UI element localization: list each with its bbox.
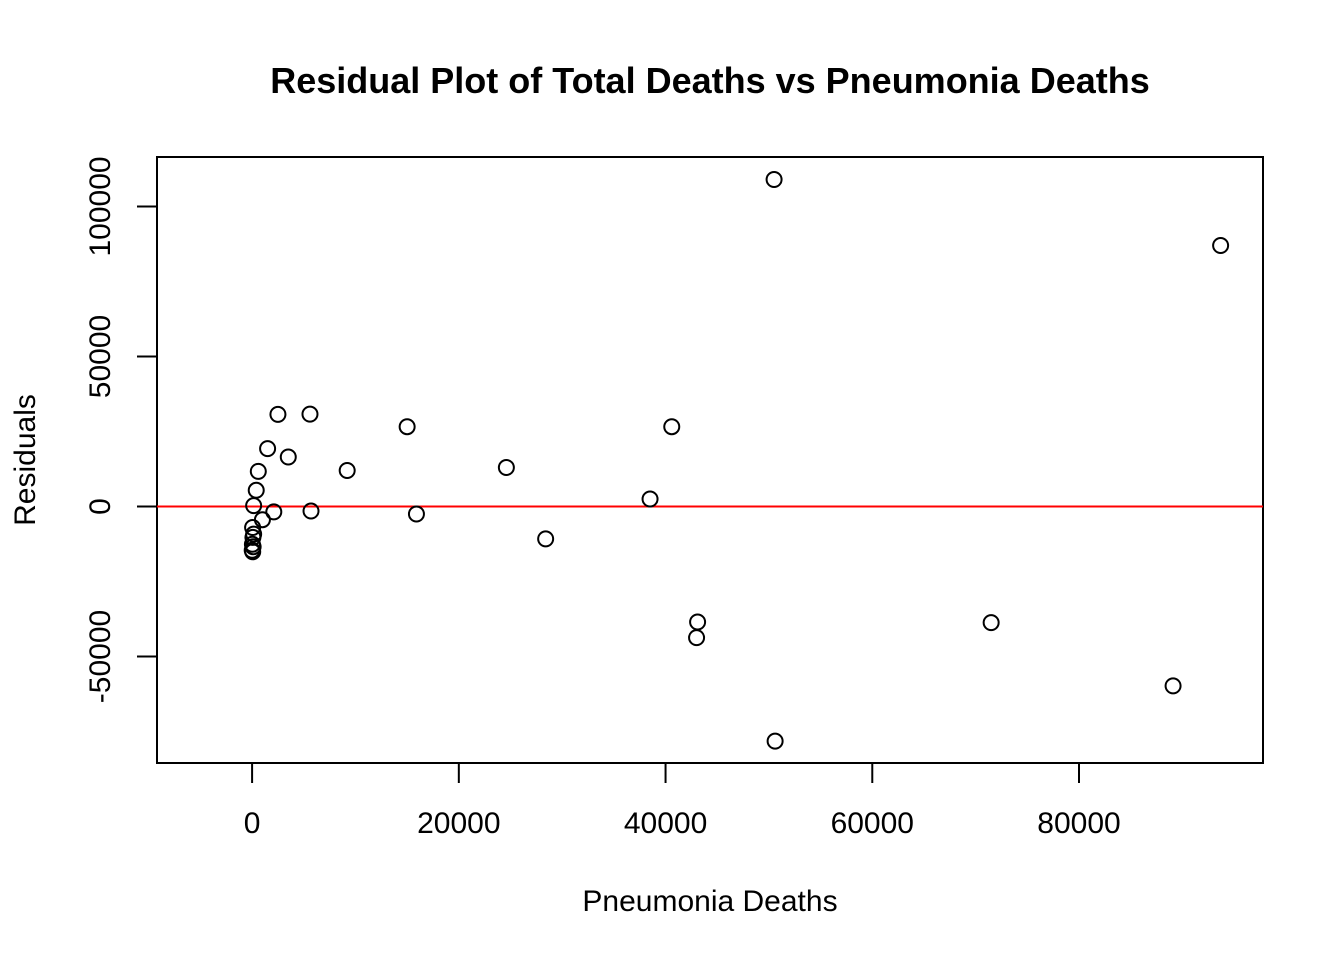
- data-point: [689, 613, 707, 631]
- data-point: [244, 543, 262, 561]
- y-axis-label: Residuals: [9, 394, 42, 526]
- data-point: [302, 502, 320, 520]
- data-point: [407, 505, 425, 523]
- plot-frame: [156, 156, 1264, 764]
- chart-title: Residual Plot of Total Deaths vs Pneumon…: [270, 60, 1150, 101]
- data-point: [338, 462, 356, 479]
- data-point: [245, 497, 263, 515]
- data-point: [982, 614, 1000, 632]
- y-tick-label: -50000: [84, 610, 117, 703]
- data-point: [1164, 677, 1182, 695]
- x-tick-label: 40000: [624, 807, 707, 840]
- y-tick-label: 50000: [84, 315, 117, 398]
- data-point: [247, 481, 265, 499]
- data-point: [497, 459, 515, 476]
- data-point: [301, 405, 319, 423]
- data-point: [249, 462, 267, 480]
- data-point: [259, 440, 277, 458]
- x-axis: 0 20000 40000 60000 80000: [244, 762, 1121, 840]
- x-axis-label: Pneumonia Deaths: [582, 885, 837, 918]
- y-axis: -50000 0 50000 100000: [84, 156, 158, 703]
- data-point: [766, 732, 784, 750]
- data-point: [269, 405, 287, 423]
- data-point: [279, 448, 297, 466]
- data-point: [663, 418, 681, 436]
- data-point: [688, 629, 706, 647]
- y-tick-label: 0: [84, 498, 117, 515]
- x-tick-label: 20000: [417, 807, 500, 840]
- data-point: [641, 490, 659, 508]
- data-point: [1212, 237, 1230, 254]
- data-point: [398, 418, 416, 436]
- x-tick-label: 80000: [1037, 807, 1120, 840]
- data-point: [765, 171, 783, 188]
- data-point: [265, 503, 283, 521]
- x-tick-label: 60000: [831, 807, 914, 840]
- data-point: [244, 519, 262, 536]
- y-tick-label: 100000: [84, 156, 117, 256]
- x-tick-label: 0: [244, 807, 261, 840]
- data-point: [537, 530, 555, 548]
- data-points: [243, 171, 1230, 750]
- data-point: [253, 511, 271, 529]
